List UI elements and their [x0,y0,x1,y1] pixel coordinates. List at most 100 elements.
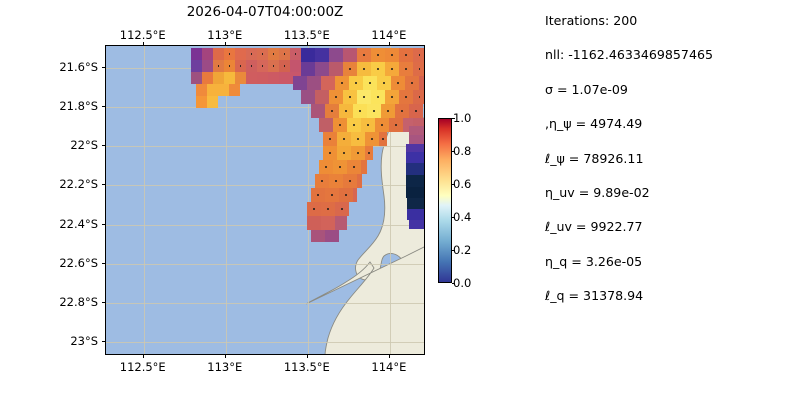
significance-stipple-dot [272,53,275,55]
heatmap-cell [279,72,290,84]
colorbar-tick-mark-3 [452,184,456,185]
xtick-top-label-2: 113.5°E [283,28,330,42]
colorbar-tick-label-1: 0.2 [453,243,472,257]
significance-stipple-dot [335,180,337,182]
heatmap-cell [335,216,347,230]
ytick-mark-7 [101,341,105,343]
heatmap-cell [329,48,343,62]
heatmap-cell [353,188,357,202]
ytick-label-0: 21.6°S [59,59,98,74]
significance-stipple-dot [363,68,365,70]
side-panel-line-8: ℓ_q = 31378.94 [545,288,644,304]
heatmap-cell [213,72,224,84]
gridline-lat-1 [106,106,424,108]
xtick-mark-bottom-3 [388,355,390,359]
significance-stipple-dot [343,138,345,140]
heatmap-cell [307,216,321,230]
heatmap-cell [343,48,357,62]
colorbar-tick-mark-1 [452,250,456,251]
significance-stipple-dot [349,96,351,98]
ytick-mark-0 [101,66,105,68]
significance-stipple-dot [357,152,359,154]
significance-stipple-dot [377,68,379,70]
significance-stipple-dot [353,166,355,168]
heatmap-cell [325,230,339,242]
significance-stipple-dot [373,110,375,112]
side-panel-line-3: ,η_ψ = 4974.49 [545,116,643,132]
significance-stipple-dot [405,68,407,70]
heatmap-cell [406,175,424,187]
xtick-mark-top-1 [224,41,226,45]
heatmap-cell [419,76,424,90]
significance-stipple-dot [418,54,421,56]
significance-stipple-dot [401,110,403,112]
heatmap-cell [218,84,229,96]
significance-stipple-dot [217,65,220,67]
heatmap-cell [406,187,424,198]
gridline-lat-2 [106,146,424,148]
significance-stipple-dot [283,53,286,55]
heatmap-cell [268,72,279,84]
significance-stipple-dot [391,96,393,98]
significance-stipple-dot [343,152,345,154]
ytick-mark-6 [101,302,105,304]
significance-stipple-dot [327,208,329,210]
heatmap-cell [357,174,362,188]
colorbar-tick-label-5: 1.0 [453,111,472,125]
map-axes-inner [106,46,424,354]
heatmap-cell [361,160,367,174]
heatmap-cell [202,72,213,84]
significance-stipple-dot [391,54,393,56]
significance-stipple-dot [283,65,286,67]
map-axes[interactable] [105,45,425,355]
heatmap-cell [315,48,329,62]
heatmap-cell [202,48,213,60]
heatmap-cell [196,84,207,96]
significance-stipple-dot [415,110,417,112]
ytick-label-5: 22.6°S [59,255,98,270]
colorbar-tick-label-3: 0.6 [453,177,472,191]
significance-stipple-dot [368,152,370,154]
side-panel-line-2: σ = 1.07e-09 [545,81,628,97]
xtick-mark-bottom-1 [224,355,226,359]
xtick-mark-top-3 [388,41,390,45]
heatmap-cell [207,84,218,96]
side-panel-line-4: ℓ_ψ = 78926.11 [545,150,644,166]
side-panel-line-1: nll: -1162.4633469857465 [545,47,713,63]
heatmap-cell [257,72,268,84]
colorbar-tick-mark-2 [452,217,456,218]
significance-stipple-dot [371,138,373,140]
significance-stipple-dot [329,152,331,154]
significance-stipple-dot [418,96,421,98]
significance-stipple-dot [353,124,355,126]
xtick-mark-bottom-2 [306,355,308,359]
ytick-mark-3 [101,184,105,186]
significance-stipple-dot [325,166,327,168]
xtick-top-label-0: 112.5°E [119,28,166,42]
colorbar[interactable] [438,118,452,283]
gridline-lat-7 [106,342,424,344]
significance-stipple-dot [345,194,347,196]
side-panel-line-5: η_uv = 9.89e-02 [545,184,650,200]
heatmap-cell [235,48,246,60]
gridline-lat-5 [106,263,424,265]
heatmap-cell [301,48,315,62]
heatmap-cell [311,104,325,118]
ytick-label-2: 22°S [70,138,98,153]
heatmap-cell [235,72,246,84]
gridline-lat-4 [106,224,424,226]
significance-stipple-dot [369,82,371,84]
heatmap-cell [191,60,202,72]
significance-stipple-dot [317,194,319,196]
significance-stipple-dot [341,82,343,84]
ytick-label-4: 22.4°S [59,216,98,231]
significance-stipple-dot [341,208,343,210]
xtick-top-label-3: 114°E [371,28,407,42]
significance-stipple-dot [363,54,365,56]
heatmap-cell [307,76,321,90]
heatmap-cell [315,90,329,104]
heatmap-cell [321,216,335,230]
ytick-label-7: 23°S [70,334,98,349]
xtick-top-label-1: 113°E [207,28,243,42]
ytick-mark-4 [101,223,105,225]
